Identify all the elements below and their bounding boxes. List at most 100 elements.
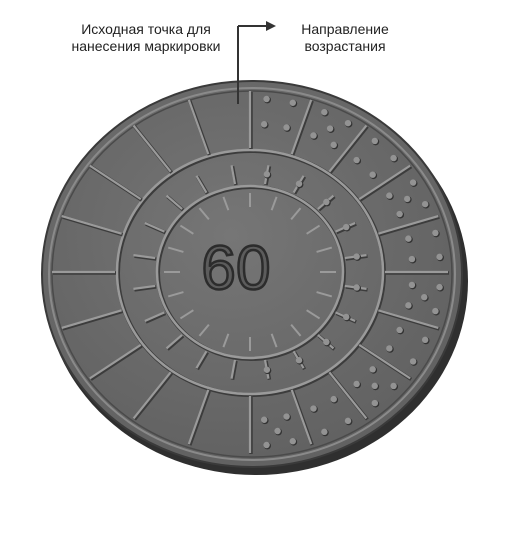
rib-shadow (188, 390, 211, 446)
outer-rib (290, 99, 313, 155)
outer-rib (328, 371, 368, 420)
direction-caption: Направление возрастания (278, 21, 412, 55)
raised-dot (403, 195, 411, 203)
rib-shadow (359, 165, 413, 202)
outer-rib (290, 389, 313, 445)
raised-dot (289, 438, 297, 445)
inner-rib (195, 175, 208, 194)
raised-dot (263, 171, 271, 178)
raised-dot (432, 307, 439, 315)
inner-rib (195, 350, 208, 369)
inner-tick (167, 246, 184, 253)
start-point-caption-line-1: Исходная точка для (81, 21, 211, 37)
raised-dot (326, 125, 334, 132)
raised-dot (321, 108, 328, 116)
raised-dot (386, 192, 393, 199)
direction-caption-line-1: Направление (301, 21, 389, 37)
raised-dot (432, 229, 439, 237)
inner-tick (290, 323, 302, 337)
rib-shadow (145, 311, 167, 324)
outer-rib (61, 309, 122, 329)
raised-dot (409, 179, 417, 186)
inner-tick (179, 309, 194, 320)
raised-dot (263, 95, 270, 103)
rib-shadow (62, 309, 124, 331)
raised-dot (390, 154, 397, 162)
raised-dot (274, 427, 281, 435)
inner-tick (306, 309, 321, 320)
inner-tick (198, 323, 210, 337)
inner-tick (222, 333, 230, 348)
raised-dot (408, 255, 416, 263)
outer-rib (358, 343, 411, 380)
rib-shadow (230, 360, 238, 380)
raised-dot (371, 399, 379, 407)
inner-rib (165, 334, 183, 350)
inner-tick (198, 207, 210, 221)
outer-rib (89, 343, 142, 380)
raised-dot (295, 357, 303, 364)
outer-rib (132, 124, 172, 173)
raised-dot (323, 338, 330, 346)
raised-dot (353, 253, 360, 260)
cover-outer-border-shadow (51, 90, 453, 458)
raised-dot (353, 380, 360, 388)
inner-rib (165, 194, 183, 210)
raised-dot (283, 413, 290, 420)
raised-dot (409, 358, 417, 365)
outer-rib (89, 164, 142, 201)
raised-dot (263, 441, 270, 449)
outer-rib (378, 215, 439, 235)
inner-tick (270, 333, 278, 348)
raised-dot (344, 417, 352, 425)
outer-rib (132, 371, 172, 420)
cover-outer-border (48, 87, 456, 461)
raised-dot (369, 171, 376, 178)
raised-dot (353, 284, 360, 291)
raised-dot (343, 223, 350, 231)
rib-shadow (195, 351, 209, 371)
raised-dot (263, 366, 271, 373)
outer-rib (328, 124, 368, 173)
inner-rib (144, 221, 165, 233)
raised-dot (405, 235, 412, 242)
inner-tick (222, 196, 230, 211)
raised-dot (436, 253, 443, 261)
inner-tick (270, 196, 278, 211)
start-point-caption: Исходная точка для нанесения маркировки (58, 21, 234, 55)
inner-rib (133, 254, 156, 260)
raised-dot (405, 302, 412, 309)
rib-shadow (291, 100, 314, 156)
start-point-caption-line-2: нанесения маркировки (71, 38, 221, 54)
raised-dot (421, 336, 429, 344)
inner-tick (316, 291, 333, 298)
inner-tick (167, 291, 184, 298)
raised-dot (386, 345, 393, 352)
raised-dot (396, 210, 403, 218)
raised-dot (330, 141, 337, 149)
rib-shadow (134, 285, 157, 292)
raised-dot (371, 382, 378, 390)
outer-rib (187, 389, 210, 445)
rib-shadow (328, 125, 369, 174)
inner-tick (179, 224, 194, 235)
rib-shadow (89, 344, 143, 381)
inner-rib (230, 359, 237, 379)
inner-rib (144, 311, 165, 323)
raised-dot (390, 382, 397, 390)
raised-dots (260, 95, 444, 450)
outer-rib (358, 164, 411, 201)
marking-rings (115, 148, 386, 397)
raised-dot (283, 124, 290, 131)
raised-dot (369, 366, 376, 373)
direction-caption-line-2: возрастания (304, 38, 386, 54)
outer-rib (378, 309, 439, 329)
raised-dot (396, 326, 403, 334)
raised-dot (310, 405, 317, 412)
raised-dot (330, 395, 337, 403)
raised-dot (436, 283, 443, 291)
center-number: 09 (202, 232, 271, 301)
raised-dot (260, 121, 268, 128)
raised-dot (408, 281, 416, 289)
